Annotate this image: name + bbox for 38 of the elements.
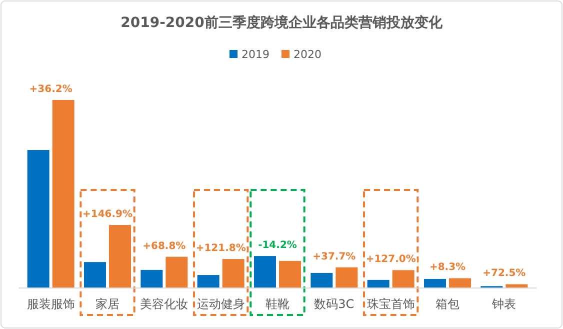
annotation: +8.3%	[429, 262, 466, 274]
chart-title: 2019-2020前三季度跨境企业各品类营销投放变化	[120, 14, 444, 31]
annotation: -14.2%	[258, 240, 297, 252]
bar	[52, 100, 74, 288]
bar	[27, 150, 50, 288]
x-tick-label: 运动健身	[196, 297, 245, 311]
annotation: +121.8%	[196, 243, 246, 254]
x-tick-label: 家居	[96, 297, 120, 311]
legend-label: 2019	[242, 48, 270, 61]
annotation: +72.5%	[482, 268, 526, 280]
x-tick-label: 钟表	[491, 297, 516, 311]
bar	[84, 262, 106, 288]
bar	[254, 256, 276, 288]
bar	[166, 256, 188, 288]
bar	[140, 270, 163, 288]
annotation: +37.7%	[312, 251, 356, 262]
bar	[197, 275, 220, 288]
annotation: +127.0%	[366, 254, 416, 266]
bar	[367, 280, 390, 288]
text: +36.2%	[29, 84, 72, 95]
bar	[506, 284, 528, 288]
legend-label: 2020	[294, 48, 322, 61]
x-tick-label: 珠宝首饰	[366, 297, 415, 311]
bar	[310, 272, 333, 288]
bar	[336, 267, 358, 288]
bar	[279, 260, 301, 288]
x-tick-label: 鞋靴	[266, 297, 290, 311]
bar	[222, 259, 244, 288]
bar	[424, 278, 446, 288]
x-tick-label: 美容化妆	[140, 297, 188, 311]
annotation: +68.8%	[142, 240, 186, 252]
x-tick-label: 箱包	[436, 297, 460, 311]
bar	[109, 225, 131, 288]
x-tick-label: 服装服饰	[26, 297, 75, 311]
annotation: +146.9%	[82, 209, 133, 220]
bar	[392, 270, 414, 288]
x-tick-label: 数码3C	[314, 297, 354, 311]
bar	[449, 278, 471, 288]
